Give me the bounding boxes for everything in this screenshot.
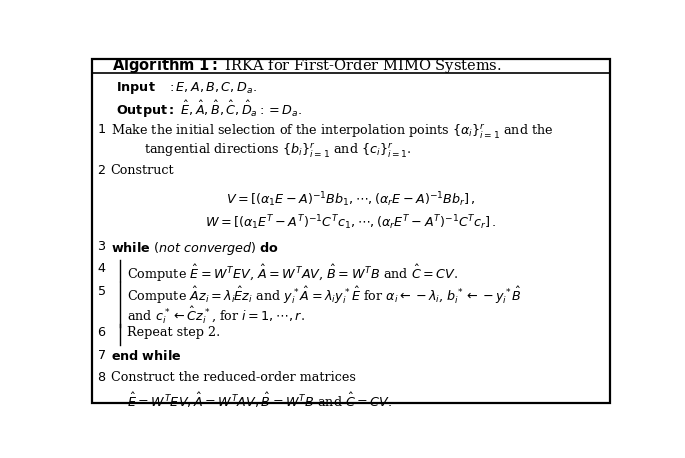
Text: $\mathbf{Output:}$ $\hat{E}, \hat{A}, \hat{B}, \hat{C}, \hat{D}_a := D_a.$: $\mathbf{Output:}$ $\hat{E}, \hat{A}, \h… (116, 99, 302, 120)
Text: Repeat step 2.: Repeat step 2. (127, 327, 221, 339)
Text: and $c_i^* \leftarrow \hat{C}z_i^*$, for $i = 1, \cdots, r$.: and $c_i^* \leftarrow \hat{C}z_i^*$, for… (127, 304, 305, 326)
Text: $4$: $4$ (97, 262, 105, 276)
Text: $6$: $6$ (97, 327, 105, 339)
Text: Make the initial selection of the interpolation points $\{\alpha_i\}_{i=1}^r$ an: Make the initial selection of the interp… (110, 123, 553, 141)
Text: Compute $\hat{E} = W^TEV$, $\hat{A} = W^TAV$, $\hat{B} = W^TB$ and $\hat{C} = CV: Compute $\hat{E} = W^TEV$, $\hat{A} = W^… (127, 262, 458, 284)
Text: $\mathbf{Algorithm\ 1:}$ IRKA for First-Order MIMO Systems.: $\mathbf{Algorithm\ 1:}$ IRKA for First-… (112, 56, 502, 75)
Text: $W = [(\alpha_1 E^T - A^T)^{-1}C^Tc_1, \cdots, (\alpha_r E^T - A^T)^{-1}C^Tc_r]\: $W = [(\alpha_1 E^T - A^T)^{-1}C^Tc_1, \… (206, 213, 497, 232)
Text: Compute $\hat{A}z_i = \lambda_i\hat{E}z_i$ and $y_i^*\hat{A} = \lambda_iy_i^*\ha: Compute $\hat{A}z_i = \lambda_i\hat{E}z_… (127, 285, 522, 306)
Text: $3$: $3$ (97, 240, 105, 253)
Text: $\mathbf{Input\ \ \ }$$: E, A, B, C, D_a.$: $\mathbf{Input\ \ \ }$$: E, A, B, C, D_a… (116, 80, 257, 96)
Text: $V = [(\alpha_1 E - A)^{-1}Bb_1, \cdots, (\alpha_r E - A)^{-1}Bb_r]\,,$: $V = [(\alpha_1 E - A)^{-1}Bb_1, \cdots,… (226, 190, 476, 209)
Text: $8$: $8$ (97, 371, 105, 384)
Text: tangential directions $\{b_i\}_{i=1}^r$ and $\{c_i\}_{i=1}^r$.: tangential directions $\{b_i\}_{i=1}^r$ … (144, 142, 412, 159)
FancyBboxPatch shape (92, 59, 610, 403)
Text: $\mathbf{while}$ $\mathit{(not\ converged)}$ $\mathbf{do}$: $\mathbf{while}$ $\mathit{(not\ converge… (110, 240, 279, 257)
Text: $\hat{E} = W^TEV, \hat{A} = W^TAV, \hat{B} = W^TB$ and $\hat{C} = CV.$: $\hat{E} = W^TEV, \hat{A} = W^TAV, \hat{… (127, 391, 393, 409)
Text: Construct: Construct (110, 164, 174, 177)
Text: Construct the reduced-order matrices: Construct the reduced-order matrices (110, 371, 356, 384)
Text: $2$: $2$ (97, 164, 105, 177)
Text: $\mathbf{end\ while}$: $\mathbf{end\ while}$ (110, 349, 181, 363)
Text: $7$: $7$ (97, 349, 105, 362)
Text: $1$: $1$ (97, 123, 105, 136)
Text: $5$: $5$ (97, 285, 105, 298)
